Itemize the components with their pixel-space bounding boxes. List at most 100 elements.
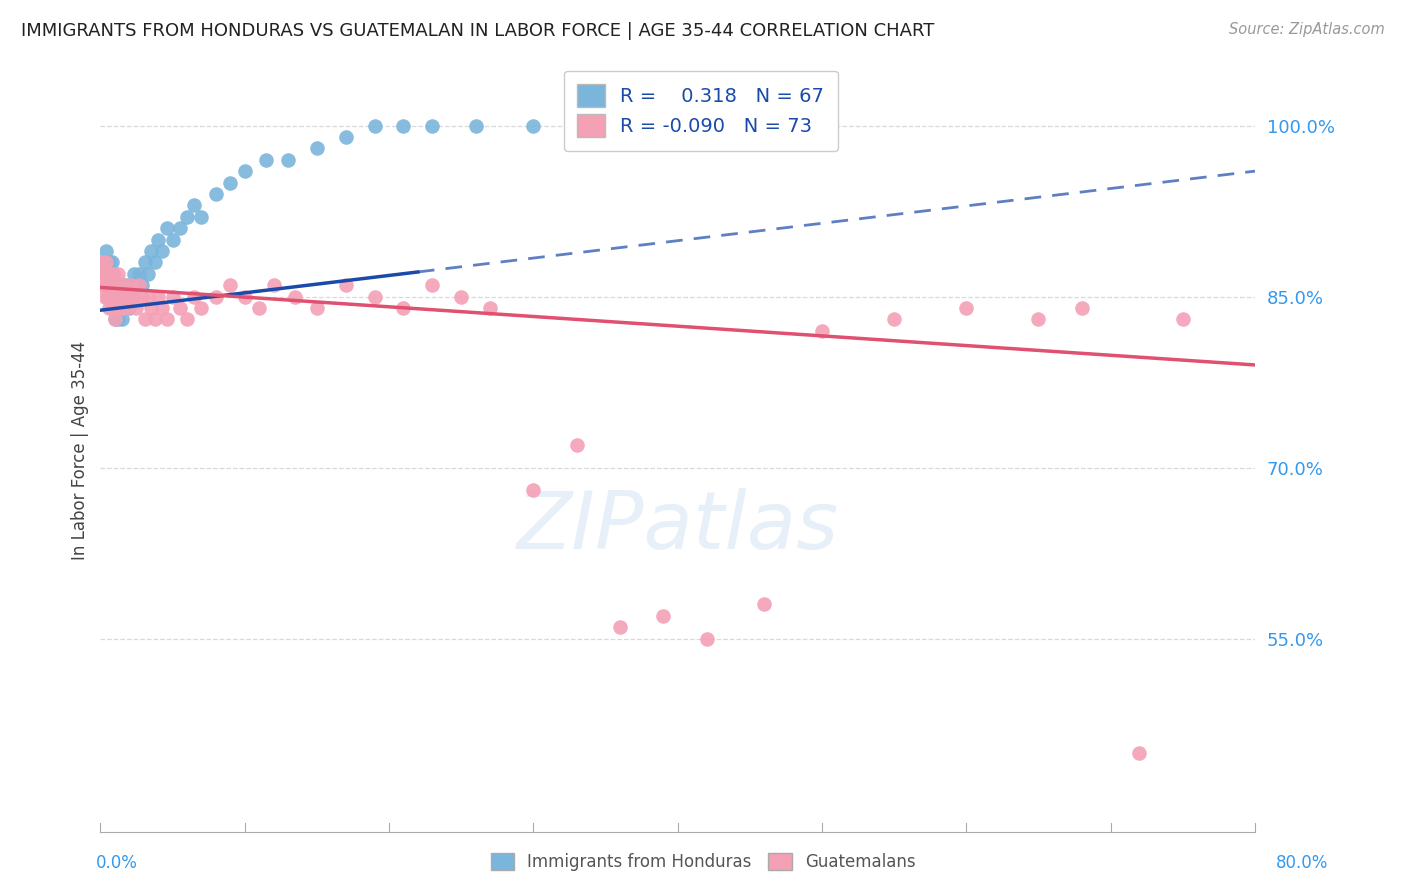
Point bbox=[93, 289, 115, 303]
Point bbox=[156, 312, 179, 326]
Point bbox=[107, 289, 129, 303]
Point bbox=[169, 221, 191, 235]
Text: 80.0%: 80.0% bbox=[1277, 855, 1329, 872]
Point bbox=[107, 312, 129, 326]
Point bbox=[363, 289, 385, 303]
Point bbox=[93, 267, 115, 281]
Point bbox=[284, 289, 307, 303]
Point bbox=[112, 278, 135, 293]
Point bbox=[118, 289, 141, 303]
Point bbox=[277, 153, 299, 167]
Point bbox=[183, 198, 205, 212]
Point bbox=[162, 289, 184, 303]
Point bbox=[98, 255, 121, 269]
Point bbox=[91, 255, 114, 269]
Point bbox=[111, 301, 134, 315]
Point bbox=[108, 278, 131, 293]
Point bbox=[131, 289, 153, 303]
Point bbox=[101, 301, 124, 315]
Point bbox=[254, 153, 277, 167]
Point bbox=[335, 278, 357, 293]
Point bbox=[696, 632, 718, 646]
Point bbox=[609, 620, 631, 634]
Point bbox=[101, 301, 124, 315]
Point bbox=[104, 312, 127, 326]
Point bbox=[754, 598, 776, 612]
Point bbox=[219, 278, 242, 293]
Point bbox=[420, 278, 443, 293]
Point bbox=[156, 221, 179, 235]
Point bbox=[146, 289, 169, 303]
Point bbox=[117, 289, 139, 303]
Point bbox=[103, 289, 125, 303]
Point bbox=[115, 278, 138, 293]
Point bbox=[107, 289, 129, 303]
Point bbox=[883, 312, 905, 326]
Point bbox=[146, 233, 169, 247]
Point bbox=[100, 267, 122, 281]
Point bbox=[90, 267, 112, 281]
Point bbox=[98, 301, 121, 315]
Point bbox=[97, 289, 120, 303]
Point bbox=[101, 278, 124, 293]
Point bbox=[98, 267, 121, 281]
Point bbox=[97, 255, 120, 269]
Point bbox=[118, 301, 141, 315]
Point bbox=[125, 301, 148, 315]
Text: 0.0%: 0.0% bbox=[96, 855, 138, 872]
Point bbox=[811, 324, 834, 338]
Point bbox=[112, 289, 135, 303]
Point bbox=[93, 267, 115, 281]
Point bbox=[219, 176, 242, 190]
Point bbox=[97, 289, 120, 303]
Point bbox=[479, 301, 502, 315]
Point bbox=[263, 278, 285, 293]
Point bbox=[190, 301, 212, 315]
Point bbox=[103, 267, 125, 281]
Point bbox=[111, 312, 134, 326]
Point bbox=[139, 301, 162, 315]
Point bbox=[103, 267, 125, 281]
Point bbox=[94, 278, 117, 293]
Point bbox=[955, 301, 977, 315]
Point bbox=[120, 289, 142, 303]
Point bbox=[104, 278, 127, 293]
Point bbox=[100, 289, 122, 303]
Point bbox=[101, 278, 124, 293]
Point bbox=[108, 301, 131, 315]
Point bbox=[233, 289, 256, 303]
Point bbox=[91, 255, 114, 269]
Point bbox=[176, 312, 198, 326]
Point bbox=[522, 483, 544, 498]
Point bbox=[152, 244, 174, 258]
Point bbox=[100, 267, 122, 281]
Point bbox=[103, 289, 125, 303]
Point bbox=[104, 289, 127, 303]
Text: IMMIGRANTS FROM HONDURAS VS GUATEMALAN IN LABOR FORCE | AGE 35-44 CORRELATION CH: IMMIGRANTS FROM HONDURAS VS GUATEMALAN I… bbox=[21, 22, 935, 40]
Point bbox=[392, 119, 415, 133]
Point bbox=[1128, 746, 1150, 760]
Point bbox=[204, 289, 226, 303]
Point bbox=[247, 301, 270, 315]
Point bbox=[565, 438, 588, 452]
Point bbox=[105, 278, 128, 293]
Point bbox=[152, 301, 174, 315]
Point bbox=[204, 186, 226, 201]
Point bbox=[90, 267, 112, 281]
Point bbox=[176, 210, 198, 224]
Point bbox=[128, 267, 150, 281]
Point bbox=[162, 233, 184, 247]
Point bbox=[114, 301, 136, 315]
Point bbox=[335, 130, 357, 145]
Point bbox=[107, 267, 129, 281]
Point bbox=[105, 301, 128, 315]
Point bbox=[122, 267, 145, 281]
Point bbox=[94, 255, 117, 269]
Point bbox=[110, 289, 132, 303]
Legend: R =    0.318   N = 67, R = -0.090   N = 73: R = 0.318 N = 67, R = -0.090 N = 73 bbox=[564, 70, 838, 151]
Point bbox=[652, 608, 675, 623]
Point bbox=[305, 141, 328, 155]
Point bbox=[100, 289, 122, 303]
Point bbox=[110, 289, 132, 303]
Point bbox=[305, 301, 328, 315]
